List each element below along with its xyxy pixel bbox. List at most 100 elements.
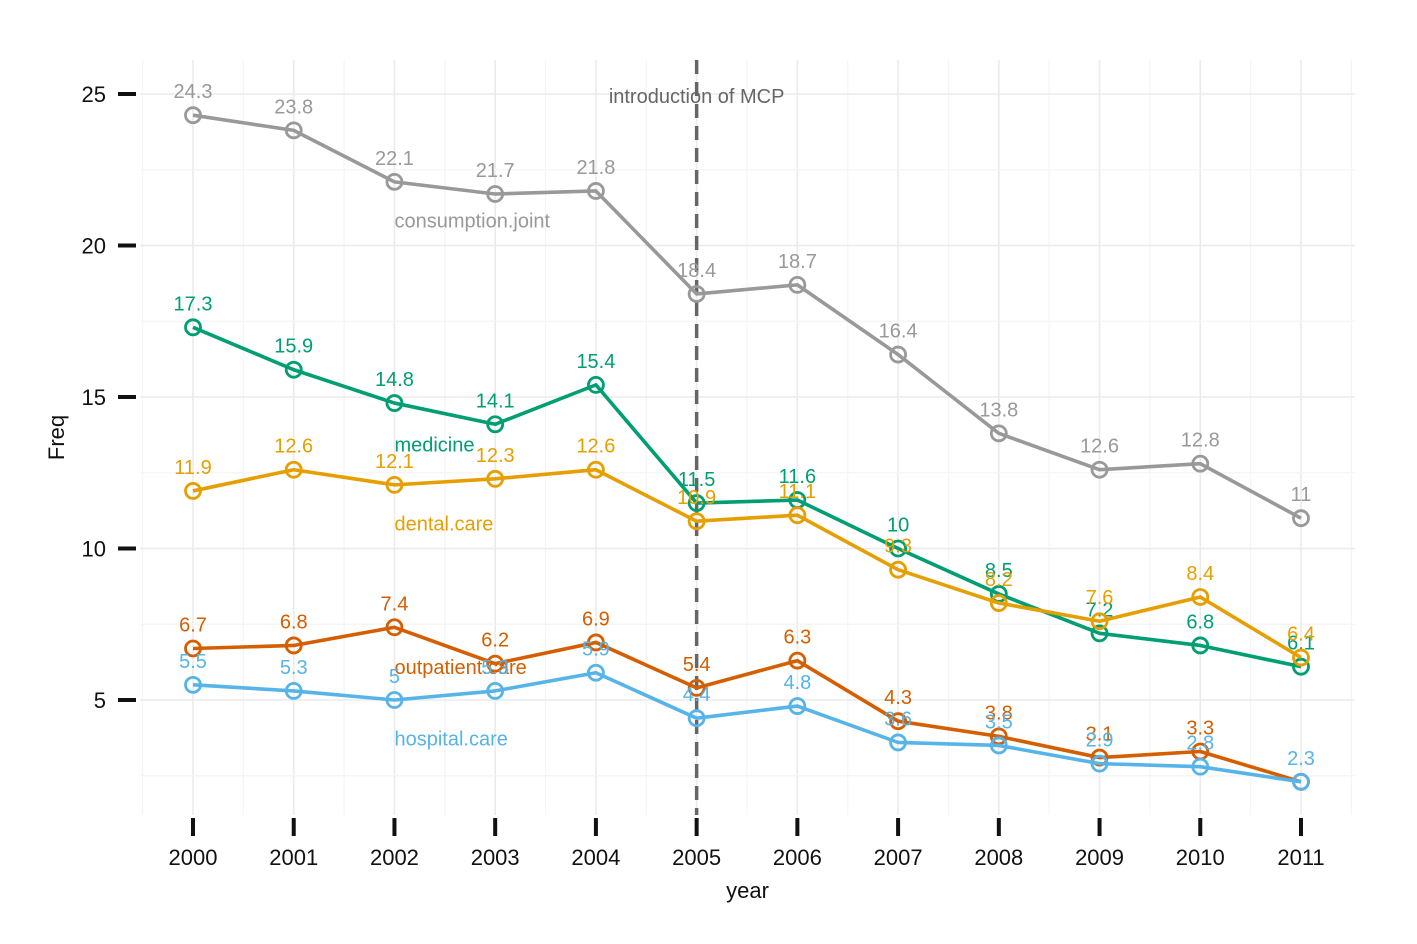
data-label: 11.9 (174, 457, 211, 479)
data-label: 7.4 (381, 593, 409, 615)
data-label: 2.9 (1086, 730, 1114, 752)
data-label: 7.6 (1086, 587, 1114, 609)
series-layer: 24.3 23.8 22.1 21.7 21.8 18.4 18.7 16.4 13.8 12.6… (174, 81, 1315, 791)
data-label: 21.7 (476, 160, 515, 182)
series-line (192, 325, 1302, 669)
data-point (587, 633, 605, 652)
series-name-label: medicine (394, 435, 474, 457)
data-label: 3.3 (1186, 718, 1214, 740)
data-label: 3.8 (985, 702, 1013, 724)
y-axis-title: Freq (44, 415, 69, 460)
y-tick-label: 20 (82, 234, 106, 259)
data-label: 5 (389, 666, 400, 688)
data-label: 4.3 (884, 687, 912, 709)
x-tick-label: 2011 (1277, 845, 1324, 870)
x-tick-label: 2001 (269, 845, 318, 870)
y-tick-label: 10 (82, 537, 106, 562)
data-label: 6.4 (1287, 624, 1315, 646)
series-name-label: dental.care (394, 513, 493, 535)
y-tick-label: 25 (82, 82, 106, 107)
data-point (184, 318, 202, 337)
data-label: 4.8 (783, 672, 811, 694)
data-point (1292, 657, 1310, 676)
data-point (1090, 754, 1109, 773)
data-point (1292, 648, 1310, 667)
data-label: 12.1 (375, 451, 414, 473)
data-point (889, 560, 907, 579)
data-label: 14.8 (375, 369, 414, 391)
data-point (989, 424, 1008, 443)
data-label: 8.5 (985, 560, 1013, 582)
data-label: 12.3 (476, 445, 515, 467)
data-point (1090, 460, 1109, 479)
data-label: 21.8 (576, 157, 615, 179)
data-label: 16.4 (879, 321, 918, 343)
data-point (1292, 509, 1310, 528)
data-point (184, 639, 202, 658)
data-label: 22.1 (375, 148, 414, 170)
data-label: 13.8 (979, 399, 1018, 421)
data-point (788, 506, 807, 525)
series-line (192, 113, 1302, 520)
data-label: 6.7 (179, 614, 207, 636)
data-label: 11.1 (779, 481, 816, 503)
data-label: 12.6 (274, 436, 313, 458)
data-label: 17.3 (174, 293, 213, 315)
x-tick-label: 2010 (1176, 845, 1225, 870)
data-point (486, 415, 505, 434)
data-point (889, 345, 907, 364)
x-tick-label: 2003 (471, 845, 520, 870)
data-label: 3.1 (1086, 724, 1114, 746)
data-label: 3.6 (884, 708, 912, 730)
data-point (1191, 757, 1210, 776)
data-point (1292, 772, 1310, 791)
data-point (1191, 588, 1210, 606)
grid-lines (140, 60, 1355, 815)
data-point (989, 594, 1008, 612)
data-label: 5.4 (683, 654, 711, 676)
data-point (385, 394, 404, 412)
data-point (486, 654, 505, 673)
data-label: 15.4 (576, 351, 615, 373)
data-point (587, 375, 605, 394)
series-line (192, 625, 1302, 784)
data-label: 10.9 (677, 487, 716, 509)
x-tick-label: 2005 (672, 845, 721, 870)
axes: 2000 2001 2002 2003 2004 2005 2006 2007 2008 2009… (82, 82, 1325, 870)
data-label: 6.3 (783, 627, 811, 649)
data-point (284, 460, 303, 479)
data-label: 5.3 (481, 657, 509, 679)
data-label: 12.6 (1080, 436, 1119, 458)
mcp-annotation: introduction of MCP (609, 86, 785, 108)
data-point (1090, 624, 1109, 643)
data-point (184, 106, 202, 125)
data-point (184, 675, 202, 694)
data-point (687, 709, 706, 728)
series-hospital-care: 5.5 5.3 5 5.3 5.9 4.4 4.8 3.6 3.5 2.9 2.8 2.3 hospit… (179, 639, 1315, 791)
series-name-label: consumption.joint (394, 210, 550, 232)
data-label: 14.1 (476, 390, 515, 412)
data-point (687, 285, 706, 303)
data-point (486, 682, 505, 700)
data-label: 8.4 (1186, 563, 1214, 585)
data-label: 2.8 (1186, 733, 1214, 755)
series-outpatient-care: 6.7 6.8 7.4 6.2 6.9 5.4 6.3 4.3 3.8 3.1 3.3 outpati… (179, 593, 1310, 791)
data-label: 4.4 (683, 684, 711, 706)
x-tick-label: 2008 (974, 845, 1023, 870)
data-point (687, 678, 706, 697)
data-point (587, 663, 605, 682)
data-label: 6.9 (582, 608, 610, 630)
data-point (284, 682, 303, 700)
x-tick-label: 2007 (874, 845, 923, 870)
data-point (788, 651, 807, 670)
data-label: 6.8 (1186, 611, 1214, 633)
data-point (889, 539, 907, 558)
data-label: 5.5 (179, 651, 207, 673)
x-axis-title: year (726, 878, 769, 903)
series-consumption-joint: 24.3 23.8 22.1 21.7 21.8 18.4 18.7 16.4 13.8 12.6… (174, 81, 1311, 528)
series-line (192, 467, 1302, 660)
data-label: 6.1 (1287, 633, 1315, 655)
y-tick-label: 5 (94, 688, 106, 713)
data-label: 6.8 (280, 611, 308, 633)
